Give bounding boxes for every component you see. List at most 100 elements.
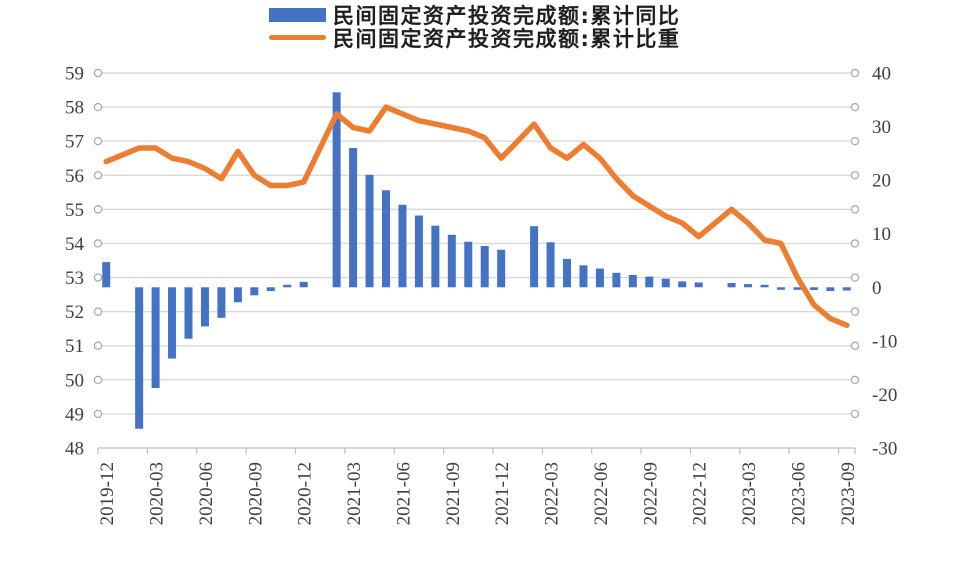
y-axis-label-left: 54 xyxy=(65,234,85,255)
gridline-end-circle-right xyxy=(850,68,860,78)
bar-2021-02 xyxy=(332,92,341,288)
y-axis-label-right: -10 xyxy=(872,331,897,352)
bar-2021-04 xyxy=(365,174,374,288)
y-axis-label-right: 0 xyxy=(872,278,882,299)
bar-2023-03 xyxy=(744,284,753,288)
bar-2021-10 xyxy=(464,241,473,288)
x-axis-label: 2022-03 xyxy=(542,462,563,525)
x-axis-label: 2022-12 xyxy=(690,462,711,525)
y-axis-label-right: -30 xyxy=(872,439,897,460)
bar-2023-04 xyxy=(760,284,769,288)
bar-2022-02 xyxy=(530,226,539,288)
bar-2022-05 xyxy=(579,265,588,288)
x-axis-label: 2021-06 xyxy=(393,462,414,525)
y-axis-label-right: -20 xyxy=(872,385,897,406)
x-axis-label: 2022-09 xyxy=(640,462,661,525)
x-axis-label: 2020-06 xyxy=(196,462,217,525)
bar-2020-12 xyxy=(299,281,308,288)
bar-2022-08 xyxy=(628,274,637,288)
bar-2021-05 xyxy=(381,190,390,288)
bar-2020-07 xyxy=(217,287,226,318)
legend-line-swatch xyxy=(269,35,326,40)
gridline-end-circle-right xyxy=(850,205,860,214)
bar-2022-10 xyxy=(661,278,670,288)
bar-2021-11 xyxy=(480,246,489,288)
bar-2021-08 xyxy=(431,225,440,288)
gridline-end-circle-left xyxy=(93,205,103,214)
bar-2020-08 xyxy=(233,287,242,303)
gridline-end-circle-left xyxy=(93,239,103,248)
gridline-end-circle-right xyxy=(850,171,860,180)
legend-line-label: 民间固定资产投资完成额:累计比重 xyxy=(333,26,681,51)
gridline-end-circle-right xyxy=(850,102,860,112)
bar-2021-09 xyxy=(447,234,456,288)
bar-2020-10 xyxy=(266,287,275,292)
bar-2022-11 xyxy=(678,281,687,288)
gridline-end-circle-left xyxy=(93,375,103,385)
bar-2022-12 xyxy=(694,282,703,288)
bar-2020-09 xyxy=(250,287,259,296)
x-axis-label: 2023-06 xyxy=(788,462,809,525)
bar-2023-08 xyxy=(826,287,835,292)
bar-2023-06 xyxy=(793,287,802,290)
x-axis-label: 2022-06 xyxy=(591,462,612,525)
bar-2021-06 xyxy=(398,204,407,288)
legend-bar-label: 民间固定资产投资完成额:累计同比 xyxy=(333,3,681,28)
bar-2022-09 xyxy=(645,276,654,288)
x-axis-label: 2023-09 xyxy=(838,462,859,525)
bar-2020-06 xyxy=(200,287,209,327)
gridline-end-circle-right xyxy=(850,136,860,146)
bar-2020-02 xyxy=(135,287,144,429)
y-axis-label-right: 30 xyxy=(872,117,891,138)
gridline-end-circle-left xyxy=(93,171,103,180)
y-axis-label-left: 48 xyxy=(65,439,84,460)
gridline-end-circle-right xyxy=(850,239,860,248)
y-axis-label-left: 53 xyxy=(65,268,84,289)
gridline-end-circle-left xyxy=(93,307,103,316)
y-axis-label-left: 58 xyxy=(65,98,84,119)
y-axis-label-left: 51 xyxy=(65,336,84,357)
gridline-end-circle-right xyxy=(850,375,860,385)
gridline-end-circle-left xyxy=(93,273,103,282)
bar-2022-07 xyxy=(612,272,621,288)
gridline-end-circle-left xyxy=(93,68,103,78)
bar-2023-05 xyxy=(776,287,785,290)
gridline-end-circle-left xyxy=(93,341,103,350)
bar-2020-05 xyxy=(184,287,193,339)
bar-2020-03 xyxy=(151,287,160,388)
y-axis-label-left: 57 xyxy=(65,132,84,153)
line-series xyxy=(103,104,850,329)
bar-2021-12 xyxy=(497,249,506,288)
bar-2023-07 xyxy=(809,287,818,290)
y-axis-label-left: 49 xyxy=(65,404,84,425)
gridline-end-circle-right xyxy=(850,341,860,350)
y-axis-label-right: 20 xyxy=(872,171,891,192)
gridline-end-circle-right xyxy=(850,409,860,419)
bar-2022-06 xyxy=(595,268,604,288)
bar-2023-09 xyxy=(842,287,851,291)
x-axis-label: 2019-12 xyxy=(97,462,118,525)
bar-2021-07 xyxy=(414,215,423,288)
legend: 民间固定资产投资完成额:累计同比 民间固定资产投资完成额:累计比重 xyxy=(269,3,681,51)
y-axis-label-left: 55 xyxy=(65,200,84,221)
legend-item-share: 民间固定资产投资完成额:累计比重 xyxy=(269,26,680,51)
y-axis-label-left: 59 xyxy=(65,64,84,85)
bar-2020-04 xyxy=(168,287,177,359)
y-axis-label-right: 10 xyxy=(872,224,891,245)
gridline-end-circle-right xyxy=(850,273,860,282)
y-axis-label-right: 40 xyxy=(872,64,891,85)
legend-bar-swatch xyxy=(269,7,326,22)
x-axis-label: 2021-12 xyxy=(492,462,513,525)
y-axis-label-left: 52 xyxy=(65,302,84,323)
x-axis-label: 2021-03 xyxy=(344,462,365,525)
bar-2022-03 xyxy=(546,242,555,288)
y-axis-label-left: 50 xyxy=(65,370,84,391)
bar-2022-04 xyxy=(563,258,572,288)
x-axis-label: 2021-09 xyxy=(443,462,464,525)
x-axis-label: 2020-09 xyxy=(245,462,266,525)
gridline-end-circle-left xyxy=(93,409,103,419)
bar-2019-12 xyxy=(102,262,111,288)
bar-2021-03 xyxy=(349,148,358,288)
